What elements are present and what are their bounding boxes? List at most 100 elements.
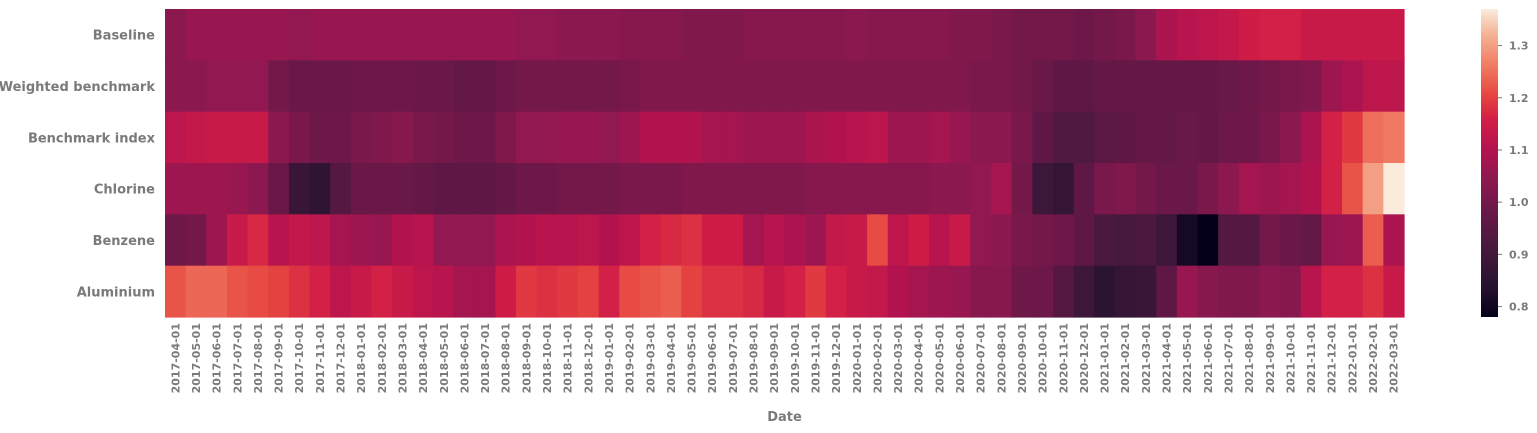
column-label: 2017-04-01 [169,323,182,393]
heatmap-cell [660,163,682,215]
heatmap-cell [619,163,641,215]
heatmap-cell [1238,163,1261,215]
heatmap-cell [867,9,889,61]
heatmap-cell [1052,9,1075,61]
heatmap-cell [743,214,765,267]
heatmap-cell [309,111,331,164]
heatmap-cell [784,163,806,215]
heatmap-cell [309,163,331,215]
heatmap-cell [536,163,558,215]
heatmap-cell [929,60,951,113]
heatmap-cell [371,265,393,318]
heatmap-cell [639,265,662,318]
heatmap-cell [1114,60,1137,113]
heatmap-cell [247,265,269,318]
column-label: 2020-10-01 [1037,323,1050,393]
heatmap-cell [887,265,909,318]
heatmap-cell [1362,214,1384,267]
heatmap-cell [1156,265,1178,318]
heatmap-cell [1073,9,1095,61]
column-label: 2022-03-01 [1388,323,1401,393]
column-label: 2021-04-01 [1161,323,1174,393]
heatmap-cell [619,265,641,318]
heatmap-cell [825,163,848,215]
column-label: 2021-11-01 [1305,323,1318,393]
heatmap-cell [701,214,724,267]
heatmap-cell [1073,214,1095,267]
heatmap-cell [206,111,228,164]
heatmap-cell [1238,265,1261,318]
heatmap-cell [226,111,249,164]
heatmap-cell [1114,111,1137,164]
heatmap-cell [516,163,538,215]
heatmap-cell [991,265,1013,318]
heatmap-cell [681,163,703,215]
heatmap-cell [165,265,187,318]
heatmap-cell [536,111,558,164]
heatmap-cell [970,265,992,318]
heatmap-cell [743,60,765,113]
heatmap-cell [392,265,414,318]
heatmap-cell [412,163,435,215]
heatmap-cell [598,111,620,164]
column-label: 2019-06-01 [706,323,719,393]
heatmap-cell [578,9,600,61]
heatmap-cell [763,60,786,113]
heatmap-cell [392,9,414,61]
heatmap-cell [330,9,352,61]
heatmap-cell [722,9,744,61]
column-label: 2018-09-01 [520,323,533,393]
heatmap-cell [970,111,992,164]
column-label: 2017-09-01 [273,323,286,393]
heatmap-cell [867,163,889,215]
heatmap-cell [1259,214,1281,267]
heatmap-cell [867,111,889,164]
heatmap-cell [639,214,662,267]
heatmap-cell [825,265,848,318]
heatmap-cell [495,163,517,215]
heatmap-cell [495,111,517,164]
heatmap-cell [371,111,393,164]
column-label: 2018-04-01 [417,323,430,393]
heatmap-cell [784,214,806,267]
heatmap-cell [185,60,207,113]
heatmap-cell [226,60,249,113]
heatmap-cell [784,9,806,61]
colorbar-tick-label: 1.1 [1509,144,1529,157]
heatmap-cell [165,214,187,267]
heatmap-cell [165,111,187,164]
heatmap-cell [1342,9,1364,61]
heatmap-cell [846,214,868,267]
heatmap-cell [454,214,476,267]
heatmap-cell [763,163,786,215]
heatmap-cell [867,214,889,267]
heatmap-cell [1218,60,1240,113]
column-label: 2019-07-01 [727,323,740,393]
heatmap-cell [1011,265,1033,318]
heatmap-cell [330,60,352,113]
colorbar-gradient [1481,9,1498,317]
heatmap-cell [1032,111,1054,164]
heatmap-cell [350,111,373,164]
heatmap-cell [1114,265,1137,318]
heatmap-cell [908,60,930,113]
colorbar-tick-label: 1.2 [1509,92,1529,105]
heatmap-cell [991,163,1013,215]
heatmap-cell [743,111,765,164]
row-label: Benzene [93,234,156,249]
heatmap-cell [1176,111,1199,164]
heatmap-cell [454,9,476,61]
heatmap-cell [1156,214,1178,267]
heatmap-cell [1073,111,1095,164]
column-label: 2018-01-01 [355,323,368,393]
heatmap-cell [185,111,207,164]
heatmap-cell [392,60,414,113]
row-label: Chlorine [94,183,155,198]
heatmap-cell [1280,214,1302,267]
column-label: 2017-08-01 [252,323,265,393]
heatmap-cell [1362,9,1384,61]
heatmap-cell [887,163,909,215]
heatmap-cell [743,163,765,215]
heatmap-cell [330,163,352,215]
